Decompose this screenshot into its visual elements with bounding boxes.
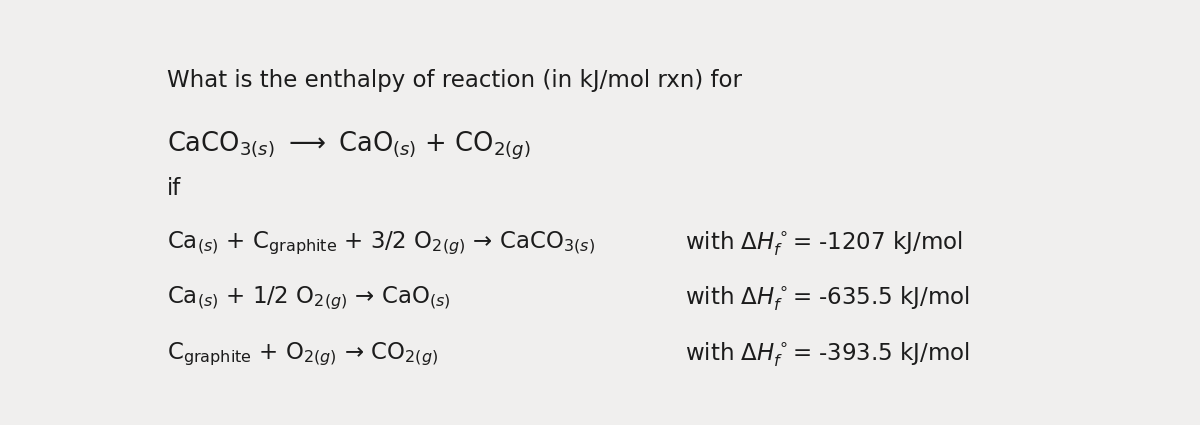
Text: if: if (167, 177, 181, 200)
Text: CaCO$_{3(s)}$ $\longrightarrow$ CaO$_{(s)}$ + CO$_{2(g)}$: CaCO$_{3(s)}$ $\longrightarrow$ CaO$_{(s… (167, 130, 530, 162)
Text: with $\Delta H_f^\circ$= -393.5 kJ/mol: with $\Delta H_f^\circ$= -393.5 kJ/mol (685, 340, 970, 369)
Text: with $\Delta H_f^\circ$= -635.5 kJ/mol: with $\Delta H_f^\circ$= -635.5 kJ/mol (685, 285, 970, 314)
Text: What is the enthalpy of reaction (in kJ/mol rxn) for: What is the enthalpy of reaction (in kJ/… (167, 69, 742, 92)
Text: with $\Delta H_f^\circ$= -1207 kJ/mol: with $\Delta H_f^\circ$= -1207 kJ/mol (685, 230, 962, 258)
Text: C$_\mathregular{graphite}$ + O$_{2(g)}$ → CO$_{2(g)}$: C$_\mathregular{graphite}$ + O$_{2(g)}$ … (167, 340, 438, 368)
Text: Ca$_{(s)}$ + C$_\mathregular{graphite}$ + 3/2 O$_{2(g)}$ → CaCO$_{3(s)}$: Ca$_{(s)}$ + C$_\mathregular{graphite}$ … (167, 230, 595, 257)
Text: Ca$_{(s)}$ + 1/2 O$_{2(g)}$ → CaO$_{(s)}$: Ca$_{(s)}$ + 1/2 O$_{2(g)}$ → CaO$_{(s)}… (167, 285, 450, 312)
